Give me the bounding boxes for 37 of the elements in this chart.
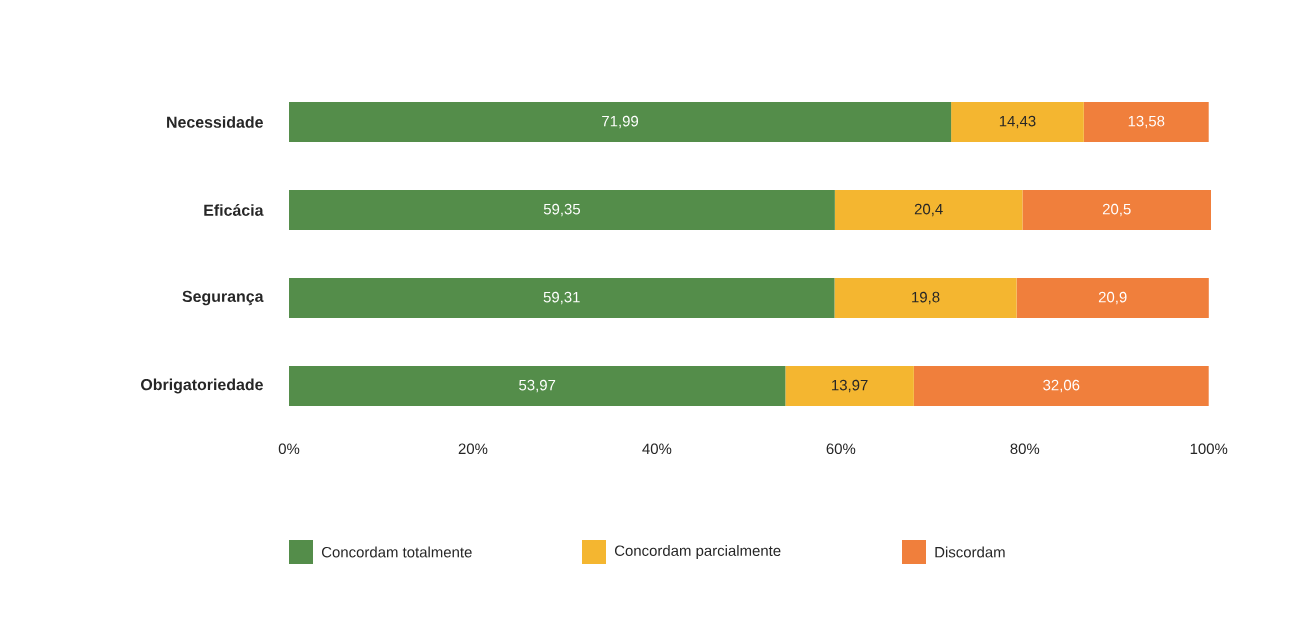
bar: [289, 101, 952, 142]
data-label: 20,4: [914, 203, 943, 217]
bar: [289, 277, 835, 318]
legend-label: Discordam: [935, 546, 1005, 558]
bar: [289, 189, 835, 230]
x-tick-label: 100%: [1190, 443, 1228, 455]
data-label: 14,43: [999, 115, 1036, 129]
y-tick-label: Necessidade: [167, 116, 263, 128]
y-tick-label: Obrigatoriedade: [141, 378, 263, 394]
bar: [289, 365, 786, 406]
x-tick-label: 80%: [1010, 443, 1040, 455]
bar: [951, 101, 1084, 142]
bar: [785, 365, 914, 406]
x-tick-label: 20%: [458, 443, 488, 455]
data-label: 20,9: [1098, 291, 1127, 305]
legend-label: Concordam totalmente: [321, 546, 472, 558]
data-label: 13,58: [1128, 115, 1165, 129]
x-tick-label: 60%: [826, 443, 856, 455]
bar: [1016, 277, 1209, 318]
data-label: 32,06: [1043, 379, 1080, 393]
data-label: 71,99: [602, 115, 639, 129]
bar: [1083, 101, 1209, 142]
data-label: 53,97: [519, 379, 556, 393]
y-tick-label: Eficácia: [204, 204, 264, 216]
data-label: 59,35: [543, 203, 580, 217]
data-label: 20,5: [1102, 203, 1131, 217]
bar: [834, 189, 1023, 230]
bar: [913, 365, 1209, 406]
legend-label: Concordam parcialmente: [614, 545, 781, 559]
bar: [1022, 189, 1212, 230]
data-label: 13,97: [832, 379, 868, 393]
x-tick-label: 40%: [642, 443, 672, 455]
bar: [834, 277, 1017, 318]
y-tick-label: Segurança: [182, 290, 264, 306]
data-label: 59,31: [543, 291, 580, 305]
x-tick-label: 0%: [278, 443, 300, 455]
data-label: 19,8: [912, 291, 940, 305]
